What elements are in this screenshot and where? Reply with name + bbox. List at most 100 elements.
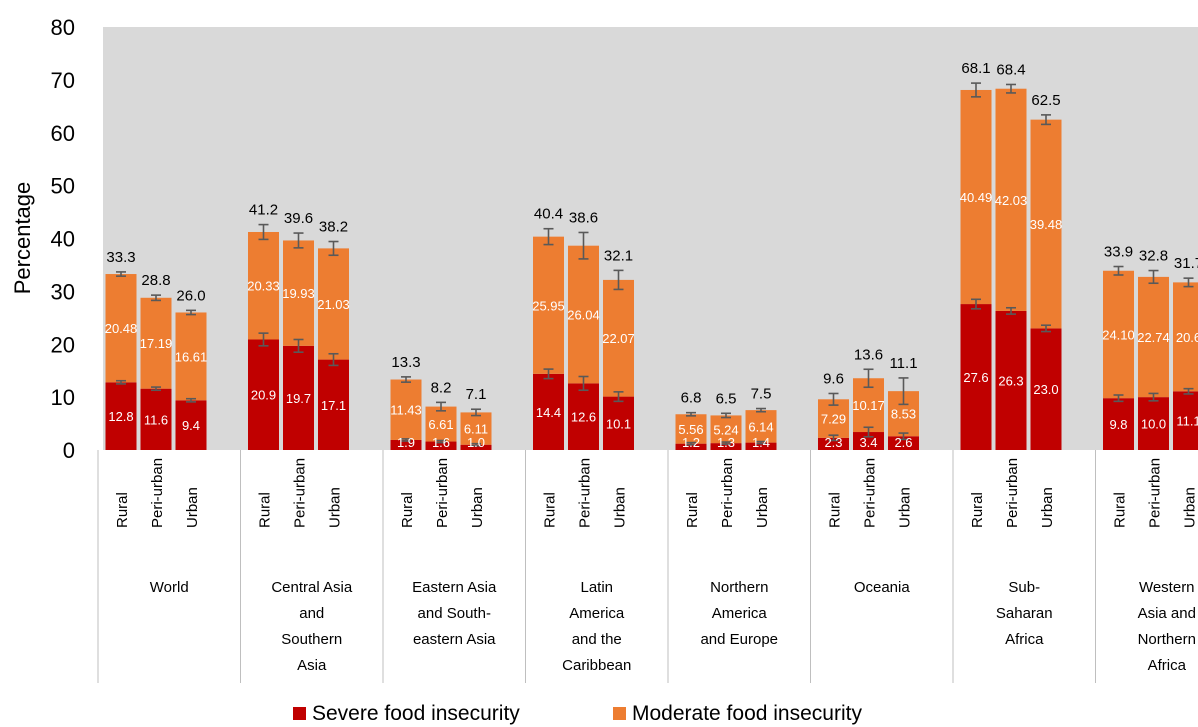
x-group-label: Asia	[297, 657, 327, 674]
data-label-total: 28.8	[141, 272, 170, 289]
bar-severe	[533, 373, 564, 450]
bar-severe	[568, 383, 599, 450]
data-label-severe: 27.6	[963, 370, 988, 385]
data-label-total: 33.9	[1104, 244, 1133, 261]
data-label-moderate: 8.53	[891, 407, 916, 422]
bar-group: 6.8 5.561.2 6.5 5.241.3 7.5 6.141.4	[675, 386, 777, 450]
x-tick-label: Peri-urban	[1004, 458, 1021, 528]
data-label-moderate: 40.49	[960, 190, 993, 205]
bar-group: 33.3 20.48 12.8 28.8 17.19 11.6 26.0 16.61 9.4	[105, 249, 207, 450]
data-label-severe: 2.6	[894, 435, 912, 450]
error-bar	[293, 338, 304, 353]
bar-moderate	[533, 236, 564, 374]
error-bar	[828, 392, 839, 406]
data-label-severe: 1.9	[397, 435, 415, 450]
data-label-severe: 17.1	[321, 398, 346, 413]
error-bar	[898, 432, 909, 441]
bar-moderate	[175, 312, 207, 401]
bar-severe	[425, 441, 457, 450]
data-label-moderate: 5.24	[713, 422, 738, 437]
error-bar	[1041, 324, 1051, 333]
legend-swatch-severe	[293, 707, 306, 720]
data-label-severe: 12.6	[571, 410, 596, 425]
data-label-moderate: 20.33	[247, 279, 280, 294]
data-label-severe: 23.0	[1033, 382, 1058, 397]
x-group-label: and South-	[418, 605, 491, 622]
error-bar	[258, 332, 269, 347]
x-tick-label: Urban	[897, 487, 914, 528]
bar-moderate	[568, 245, 599, 384]
x-group-label: Sub-	[1008, 579, 1040, 596]
y-tick-label: 0	[63, 438, 75, 463]
error-bar	[1148, 269, 1159, 285]
x-tick-label: Urban	[612, 487, 629, 528]
x-group-label: and the	[572, 631, 622, 648]
data-label-moderate: 7.29	[821, 412, 846, 427]
data-label-severe: 11.6	[144, 412, 168, 427]
y-tick-label: 10	[51, 385, 75, 410]
bar-severe	[603, 396, 634, 450]
bar-moderate	[1030, 119, 1062, 329]
error-bar	[471, 442, 481, 447]
bar-moderate	[318, 248, 349, 360]
bar-moderate	[140, 297, 172, 389]
error-bar	[1006, 306, 1016, 315]
bar-moderate	[248, 231, 279, 340]
x-tick-label: Rural	[969, 492, 986, 528]
bar-moderate	[1173, 282, 1198, 392]
x-tick-label: Rural	[684, 492, 701, 528]
bar-group: 68.1 40.49 27.6 68.4 42.03 26.3 62.5 39.48 23.0	[960, 60, 1063, 450]
data-label-moderate: 20.6	[1176, 330, 1198, 345]
error-bar	[116, 271, 126, 277]
bar-severe	[175, 400, 207, 450]
error-bar	[258, 223, 269, 241]
bar-moderate	[675, 414, 707, 444]
bar-severe	[853, 432, 884, 450]
data-label-severe: 20.9	[251, 388, 276, 403]
error-bar	[613, 391, 624, 403]
error-bar	[828, 434, 839, 442]
bar-severe	[888, 436, 919, 450]
x-axis: Rural Peri-urban Urban Rural Peri-urban Urban…	[97, 450, 1198, 683]
data-label-severe: 3.4	[859, 435, 877, 450]
data-label-total: 33.3	[106, 249, 135, 266]
x-group-label: Northern	[710, 579, 768, 596]
error-bar	[1113, 265, 1124, 276]
y-tick-label: 30	[51, 279, 75, 304]
error-bar	[293, 232, 304, 249]
data-label-moderate: 19.93	[282, 286, 315, 301]
x-group-label: Oceania	[854, 579, 911, 596]
bar-group: 41.2 20.33 20.9 39.6 19.93 19.7 38.2 21.03 17.1	[247, 202, 350, 450]
legend: Severe food insecurity Moderate food ins…	[293, 702, 862, 725]
data-label-moderate: 26.04	[567, 308, 600, 323]
bar-moderate	[105, 274, 137, 383]
x-tick-label: Peri-urban	[292, 458, 309, 528]
data-label-total: 38.2	[319, 219, 348, 236]
bar-group: 9.6 7.29 2.3 13.6 10.17 3.4 11.1 8.53 2.6	[818, 346, 919, 450]
bar-severe	[960, 304, 992, 450]
data-label-total: 32.1	[604, 247, 633, 264]
error-bar	[898, 377, 909, 406]
x-tick-label: Urban	[469, 487, 486, 528]
error-bar	[401, 438, 411, 442]
data-label-total: 7.1	[466, 386, 487, 403]
bar-severe	[675, 443, 707, 450]
x-tick-label: Urban	[327, 487, 344, 528]
x-tick-label: Rural	[399, 492, 416, 528]
x-group-label: Southern	[281, 631, 342, 648]
data-label-total: 38.6	[569, 209, 598, 226]
error-bar	[1041, 114, 1051, 126]
bar-moderate	[425, 406, 457, 442]
error-bar	[578, 231, 589, 260]
x-tick-label: Rural	[114, 492, 131, 528]
bar-moderate	[283, 240, 314, 346]
bar-moderate	[460, 412, 492, 445]
data-label-moderate: 22.07	[602, 331, 635, 346]
error-bar	[328, 240, 339, 257]
data-label-moderate: 17.19	[140, 336, 173, 351]
x-group-label: Eastern Asia	[412, 579, 497, 596]
data-label-total: 6.5	[716, 390, 737, 407]
data-label-moderate: 39.48	[1030, 217, 1063, 232]
error-bar	[971, 298, 981, 310]
x-tick-label: Rural	[1112, 492, 1129, 528]
